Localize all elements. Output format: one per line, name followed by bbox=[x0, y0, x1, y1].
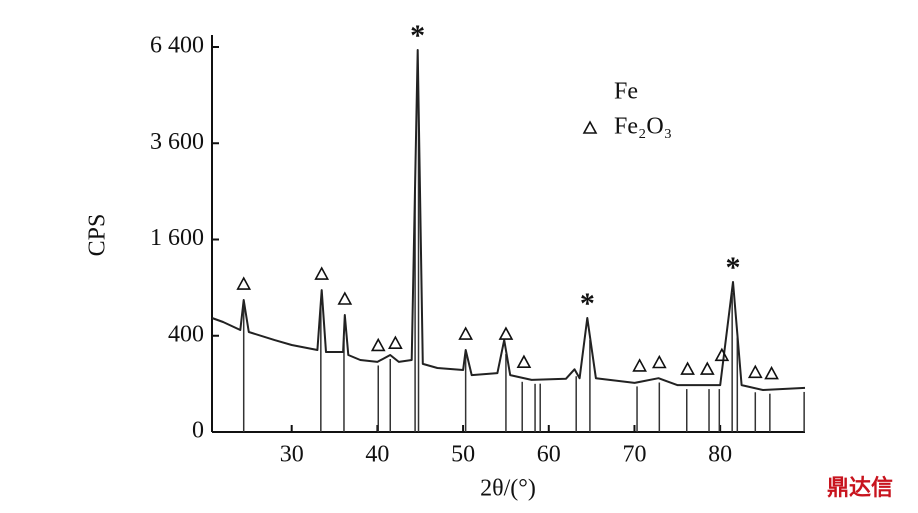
peak-marker bbox=[314, 266, 330, 280]
x-tick-label: 80 bbox=[708, 442, 732, 468]
xrd-trace bbox=[211, 49, 806, 391]
y-tick-label: 6 400 bbox=[150, 33, 204, 59]
peak-marker bbox=[651, 354, 667, 369]
y-tick-label: 1 600 bbox=[150, 225, 204, 251]
x-tick-label: 50 bbox=[451, 442, 475, 468]
legend-symbol bbox=[582, 120, 598, 134]
peak-marker bbox=[337, 291, 353, 305]
peak-marker bbox=[699, 361, 715, 375]
peak-marker: * bbox=[410, 19, 425, 52]
y-tick-label: 0 bbox=[192, 418, 204, 444]
x-axis-label: 2θ/(°) bbox=[480, 476, 536, 502]
x-tick-label: 60 bbox=[537, 442, 561, 468]
x-tick-label: 30 bbox=[280, 442, 304, 468]
peak-marker bbox=[498, 326, 514, 340]
watermark: 鼎达信 bbox=[827, 475, 893, 500]
peak-marker bbox=[458, 326, 474, 340]
y-axis-label: CPS bbox=[85, 214, 111, 257]
peak-marker bbox=[632, 358, 647, 372]
peak-marker: * bbox=[580, 287, 595, 320]
y-tick-label: 3 600 bbox=[150, 129, 204, 155]
x-tick-label: 40 bbox=[365, 442, 389, 468]
peak-marker bbox=[764, 365, 779, 380]
peak-marker bbox=[236, 276, 252, 290]
x-tick-label: 70 bbox=[622, 442, 646, 468]
peak-marker bbox=[680, 361, 695, 375]
peak-marker bbox=[370, 337, 386, 352]
y-tick-label: 400 bbox=[168, 321, 204, 347]
peak-marker bbox=[516, 354, 532, 368]
legend-label: Fe₂O₃ bbox=[614, 114, 672, 140]
peak-marker: * bbox=[726, 251, 741, 284]
legend-label: Fe bbox=[614, 79, 638, 105]
peak-marker bbox=[388, 335, 403, 349]
peak-marker bbox=[714, 347, 730, 362]
peak-marker bbox=[747, 364, 763, 379]
